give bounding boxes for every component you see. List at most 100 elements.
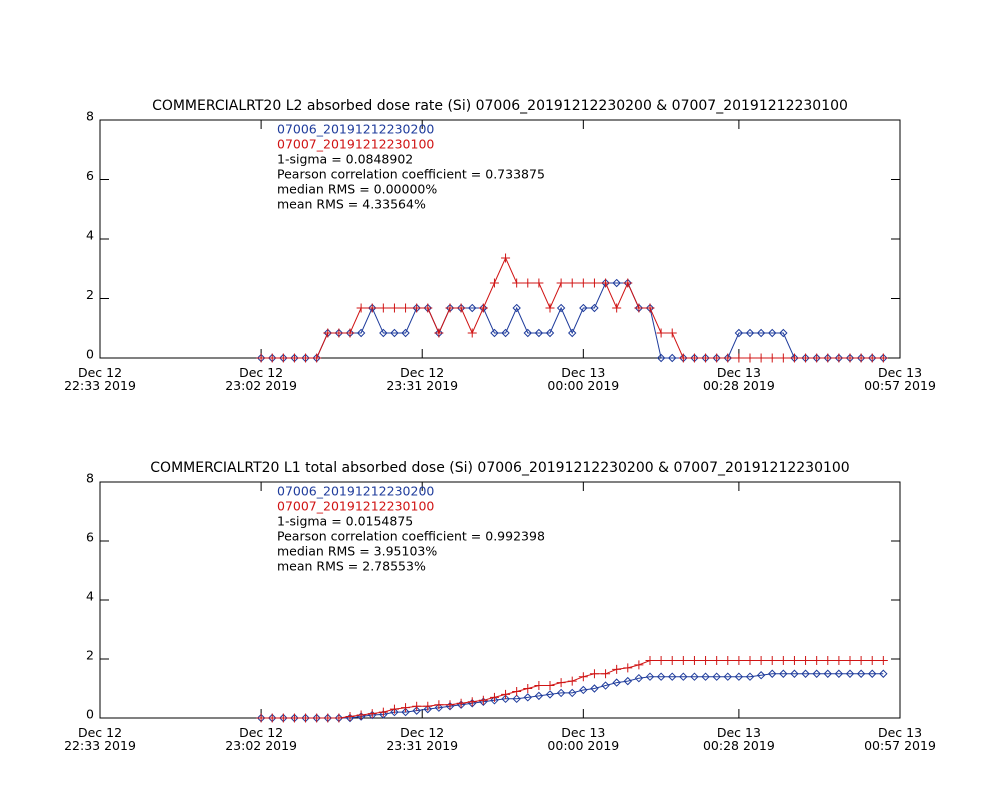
data-point: [767, 353, 777, 363]
data-point: [701, 353, 711, 363]
y-tick-label: 2: [86, 287, 94, 302]
data-point: [289, 353, 299, 363]
data-point: [612, 278, 621, 288]
data-point: [467, 328, 477, 338]
data-point: [312, 353, 322, 363]
data-point: [501, 689, 511, 699]
data-point: [401, 328, 410, 338]
data-point: [589, 669, 599, 679]
data-point: [423, 701, 433, 711]
data-point: [667, 655, 677, 665]
data-point: [812, 655, 822, 665]
data-point: [545, 303, 555, 313]
data-point: [778, 655, 788, 665]
data-point: [556, 688, 566, 698]
data-point: [534, 278, 544, 288]
x-tick-label: Dec 12 23:02 2019: [225, 365, 297, 393]
data-point: [545, 681, 555, 691]
legend-entry: 07007_20191212230100: [277, 137, 434, 152]
data-point: [856, 353, 866, 363]
data-point: [712, 353, 722, 363]
data-point: [501, 694, 510, 704]
data-point: [445, 700, 455, 710]
data-point: [334, 328, 344, 338]
x-tick-label: Dec 13 00:28 2019: [703, 365, 775, 393]
x-tick-label: Dec 13 00:57 2019: [864, 725, 936, 753]
series-line: [261, 282, 884, 359]
data-point: [867, 655, 877, 665]
data-point: [301, 713, 311, 723]
data-point: [756, 328, 766, 338]
data-point: [567, 676, 577, 686]
data-point: [501, 253, 511, 263]
data-point: [367, 303, 377, 313]
data-point: [378, 303, 388, 313]
data-point: [778, 353, 788, 363]
data-point: [723, 672, 732, 681]
data-point: [756, 353, 766, 363]
data-point: [490, 696, 499, 705]
data-point: [812, 669, 821, 678]
data-point: [745, 328, 755, 338]
data-point: [512, 278, 522, 288]
data-point: [823, 669, 832, 678]
data-point: [356, 328, 366, 338]
y-tick-label: 2: [86, 648, 94, 663]
data-point: [701, 672, 710, 681]
data-point: [768, 328, 777, 338]
data-point: [579, 303, 588, 313]
data-point: [656, 353, 666, 363]
data-point: [456, 303, 466, 313]
data-point: [789, 353, 799, 363]
data-point: [278, 353, 288, 363]
annotation: median RMS = 0.00000%: [277, 182, 437, 197]
data-point: [501, 328, 510, 338]
data-point: [612, 678, 621, 687]
data-point: [690, 672, 699, 681]
data-point: [389, 704, 399, 714]
data-point: [356, 710, 366, 720]
data-point: [267, 713, 277, 723]
legend-entry: 07006_20191212230200: [277, 122, 434, 137]
data-point: [645, 303, 655, 313]
data-point: [445, 303, 455, 313]
data-point: [379, 328, 388, 338]
y-tick-label: 8: [86, 471, 94, 486]
data-point: [612, 664, 622, 674]
data-point: [478, 695, 488, 705]
annotation: mean RMS = 2.78553%: [277, 559, 426, 574]
data-point: [434, 703, 444, 712]
data-point: [323, 328, 333, 338]
data-point: [756, 671, 766, 680]
data-point: [745, 353, 755, 363]
data-point: [423, 303, 433, 313]
data-point: [868, 669, 877, 678]
data-point: [412, 706, 421, 715]
data-point: [856, 669, 866, 678]
data-point: [845, 669, 855, 678]
x-tick-label: Dec 13 00:28 2019: [703, 725, 775, 753]
data-point: [423, 704, 432, 714]
data-point: [645, 655, 655, 665]
data-point: [789, 655, 799, 665]
data-point: [579, 685, 588, 695]
data-point: [390, 707, 399, 717]
annotation: 1-sigma = 0.0154875: [277, 514, 413, 529]
data-point: [734, 353, 744, 363]
data-point: [689, 353, 699, 363]
y-tick-label: 0: [86, 347, 94, 362]
data-point: [434, 700, 444, 710]
data-point: [534, 681, 544, 691]
data-point: [590, 684, 599, 693]
data-point: [568, 688, 577, 698]
data-point: [801, 353, 811, 363]
data-point: [790, 669, 799, 678]
data-point: [656, 655, 666, 665]
data-point: [667, 328, 677, 338]
legend-entry: 07007_20191212230100: [277, 499, 434, 514]
data-point: [278, 713, 288, 723]
data-point: [523, 693, 532, 702]
data-point: [412, 303, 422, 313]
data-point: [689, 655, 699, 665]
data-point: [401, 303, 411, 313]
